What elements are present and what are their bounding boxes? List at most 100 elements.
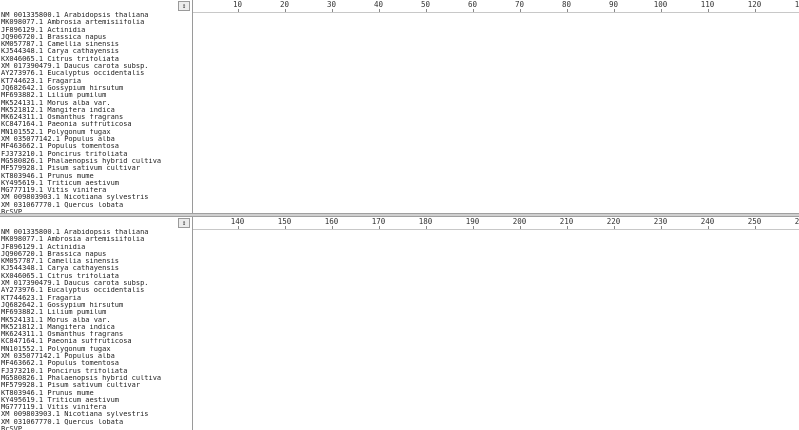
sequence-name[interactable]: KJ544348.1 Carya cathayensis	[1, 48, 120, 56]
ruler-tick-mark	[613, 226, 615, 229]
sequence-name[interactable]: XM 031067770.1 Quercus lobata	[1, 418, 124, 426]
sequence-name[interactable]: KM057787.1 Camellia sinensis	[1, 41, 120, 49]
ruler-tick-label: 110	[700, 0, 715, 9]
sequence-name[interactable]: XM 009803903.1 Nicotiana sylvestris	[1, 411, 149, 419]
sequence-name[interactable]: KT803946.1 Prunus mume	[1, 389, 94, 397]
sequence-name[interactable]: KT803946.1 Prunus mume	[1, 172, 94, 180]
sequence-name[interactable]: BcSVP	[0, 209, 192, 213]
ruler-tick-label: 160	[324, 217, 339, 226]
sequence-name-list[interactable]: NM 001335800.1 Arabidopsis thaliana MK098…	[0, 12, 193, 213]
sequence-name[interactable]: MK624311.1 Osmanthus fragrans	[1, 331, 124, 339]
ruler-tick-mark	[519, 226, 521, 229]
ruler-tick-label: 260	[794, 217, 799, 226]
sequence-name[interactable]: KX046065.1 Citrus trifoliata	[1, 272, 120, 280]
sequence-row: MEREKIQIRKIRNKTNRQETFSLRRNGLKKKAFYLSVLCD…	[193, 19, 799, 26]
sequence-row: ELSILCDAERKLIIFSETGKLFEQSSSSMQQILERHLS--…	[193, 404, 799, 411]
ruler-tick-mark	[613, 9, 615, 12]
sequence-row: QAREKIQIRKIENETNRQVTFSKRRNGLLRKAFRLSVLCD…	[193, 180, 799, 187]
sequence-alignment-grid[interactable]: MAREIIFIRKIENATNREVKFSKRRNGLERKAFELSVLCL…	[193, 12, 799, 213]
sequence-name[interactable]: JF896129.1 Actinidia	[1, 243, 86, 251]
sequence-row: ELSVLQDAEVALIIFASTGKLFEEISSSMQAILERHLXK-…	[193, 353, 799, 360]
sequence-name[interactable]: MF463662.1 Populus tomentosa	[1, 360, 120, 368]
ruler-tick-label: 180	[418, 217, 433, 226]
sequence-name[interactable]: MG777119.1 Vitis vinifera	[1, 404, 107, 412]
sequence-name[interactable]: MG580826.1 Phalaenopsis hybrid cultiva	[1, 374, 162, 382]
sequence-row: GLSVLCQAELALIIFSSSGKLFEYSSNSMTQILERH--XX…	[193, 346, 799, 353]
sequence-name[interactable]: KT744623.1 Fragaria	[1, 77, 82, 85]
sequence-row: ELSVLCDAEVALIIFSSTGKLFEYSSSSMQQIAERHLS-R…	[193, 390, 799, 397]
sequence-name[interactable]: AY273976.1 Eucalyptus occidentalis	[1, 287, 145, 295]
sequence-row: ELSKLCDAEVALRIFSETGKLFEKSSSSMQQILERELXKR…	[193, 368, 799, 375]
sequence-name[interactable]: MK521812.1 Mangifera indica	[1, 323, 115, 331]
ruler-tick-label: 120	[747, 0, 762, 9]
sequence-name[interactable]: MF693882.1 Lilium pumilum	[1, 309, 107, 317]
sequence-name[interactable]: MK098077.1 Ambrosia artemisiifolia	[1, 19, 145, 27]
sequence-name[interactable]: MK524131.1 Morus alba var.	[1, 99, 111, 107]
sequence-name[interactable]: NM 001335800.1 Arabidopsis thaliana	[1, 12, 149, 19]
ruler-tick-mark	[519, 9, 521, 12]
sequence-name[interactable]: MK624311.1 Osmanthus fragrans	[1, 114, 124, 122]
sequence-name[interactable]: KT744623.1 Fragaria	[1, 294, 82, 302]
sync-scroll-button[interactable]: ↕	[178, 218, 190, 228]
sequence-name[interactable]: JQ906720.1 Brassica napus	[1, 33, 107, 41]
sequence-name[interactable]: KY495619.1 Triticum aestivum	[1, 396, 120, 404]
ruler-tick-label: 60	[468, 0, 478, 9]
ruler-tick-label: 230	[653, 217, 668, 226]
sequence-row: EVSVLCDAEVALIIFSSTGELFRYGSSSMQQILERHL--R…	[193, 411, 799, 418]
sequence-alignment-grid[interactable]: ELSALCDAEVAEIIFSSTGKLFEYSSSSMQQILERH-SX-…	[193, 229, 799, 430]
sequence-name[interactable]: JQ682642.1 Gossypium hirsutum	[1, 84, 124, 92]
sequence-name[interactable]: XM 009803903.1 Nicotiana sylvestris	[1, 194, 149, 202]
sequence-name[interactable]: MF579928.1 Pisum sativum cultivar	[1, 165, 141, 173]
sequence-row: MSSKKIQIRKIENATSRQVTFSKRRNGLLKKAFELSVLSD…	[193, 92, 799, 99]
sequence-name[interactable]: MG777119.1 Vitis vinifera	[1, 187, 107, 195]
sequence-name[interactable]: FJ373210.1 Poncirus trifoliata	[1, 367, 128, 375]
ruler-tick-label: 190	[465, 217, 480, 226]
sequence-name[interactable]: FJ373210.1 Poncirus trifoliata	[1, 150, 128, 158]
sequence-name[interactable]: XM 035077142.1 Populus alba	[1, 353, 115, 361]
ruler-tick-label: 20	[280, 0, 290, 9]
sequence-name[interactable]: KM057787.1 Camellia sinensis	[1, 258, 120, 266]
sequence-name[interactable]: KX046065.1 Citrus trifoliata	[1, 55, 120, 63]
sequence-name[interactable]: NM 001335800.1 Arabidopsis thaliana	[1, 229, 149, 236]
ruler-tick-mark	[472, 226, 474, 229]
sequence-name[interactable]: JQ682642.1 Gossypium hirsutum	[1, 301, 124, 309]
sequence-row: MKREFIQIRKIESATNRQVTFIKRRNSLLKKAFELSVLCD…	[193, 34, 799, 41]
sequence-name[interactable]: JF896129.1 Actinidia	[1, 26, 86, 34]
sequence-name[interactable]: KC847164.1 Paeonia suffruticosa	[1, 121, 132, 129]
sequence-name[interactable]: MF579928.1 Pisum sativum cultivar	[1, 382, 141, 390]
ruler-tick-label: 220	[606, 217, 621, 226]
sequence-name[interactable]: MF463662.1 Populus tomentosa	[1, 143, 120, 151]
sequence-name[interactable]: MG580826.1 Phalaenopsis hybrid cultiva	[1, 157, 162, 165]
panel-splitter[interactable]	[0, 213, 799, 217]
sequence-name[interactable]: BcSVP	[0, 426, 192, 430]
sequence-name[interactable]: KY495619.1 Triticum aestivum	[1, 179, 120, 187]
sequence-name[interactable]: MK524131.1 Morus alba var.	[1, 316, 111, 324]
ruler-tick-label: 10	[233, 0, 243, 9]
sequence-name[interactable]: XM 031067770.1 Quercus lobata	[1, 201, 124, 209]
sequence-name[interactable]: MF693882.1 Lilium pumilum	[1, 92, 107, 100]
ruler-tick-mark	[707, 9, 709, 12]
sequence-row: MAREKIQIRKIENATNRQVNFHKRRNGLLKKAFELSVLCD…	[193, 70, 799, 77]
sequence-name[interactable]: XM 017390479.1 Daucus carota subsp.	[1, 63, 149, 71]
sequence-name[interactable]: KC847164.1 Paeonia suffruticosa	[1, 338, 132, 346]
ruler-tick-mark	[566, 226, 568, 229]
sequence-name[interactable]: MK521812.1 Mangifera indica	[1, 106, 115, 114]
sequence-name[interactable]: XM 017390479.1 Daucus carota subsp.	[1, 280, 149, 288]
sync-scroll-button[interactable]: ↕	[178, 1, 190, 11]
sequence-row: ELSVLLDARVALDIKASTGKLFEYSSSSMQQILEKH-SKR…	[193, 382, 799, 389]
sequence-name[interactable]: MK098077.1 Ambrosia artemisiifolia	[1, 236, 145, 244]
sequence-name[interactable]: MN101552.1 Polygonum fugax	[1, 345, 111, 353]
sequence-name[interactable]: AY273976.1 Eucalyptus occidentalis	[1, 70, 145, 78]
ruler-tick-label: 50	[421, 0, 431, 9]
sequence-row: ELSVLIDAEEALIIFSSAGKLFEYSLSSMQQILERH--XR…	[193, 273, 799, 280]
sequence-name[interactable]: XM 035077142.1 Populus alba	[1, 136, 115, 144]
sequence-row: MLREKIQIRKIEIATNAQVTQSLRRNGLLGKAFEFSLLCD…	[193, 63, 799, 70]
sequence-name-list[interactable]: NM 001335800.1 Arabidopsis thaliana MK098…	[0, 229, 193, 430]
sequence-name[interactable]: JQ906720.1 Brassica napus	[1, 250, 107, 258]
sequence-row: ELSALCDAEVAEIIFSSTGKLFEYSSSSMQQILERH-SX-…	[193, 229, 799, 236]
alignment-panel-top: ↕ 10 20 30 40 50 60 70 80 90 100 110 120 130 NM 0013…	[0, 0, 799, 213]
ruler-tick-mark	[331, 226, 333, 229]
sequence-name[interactable]: MN101552.1 Polygonum fugax	[1, 128, 111, 136]
sequence-name[interactable]: KJ544348.1 Carya cathayensis	[1, 265, 120, 273]
sequence-row: MRREKIQVRKIENATNRGVTFSKRRNKLLKKAEELSVLCL…	[193, 194, 799, 201]
